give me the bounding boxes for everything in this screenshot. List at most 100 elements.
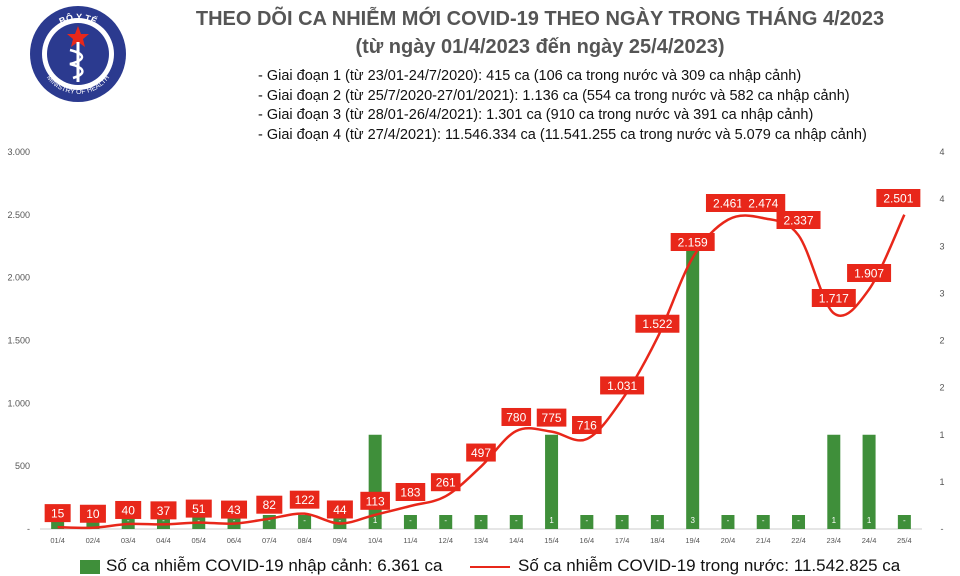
line-data-label: 40 <box>122 503 136 517</box>
x-axis-tick-label: 22/4 <box>791 536 806 545</box>
bar-data-label: - <box>197 516 200 525</box>
left-axis-tick-label: 3.000 <box>7 147 30 157</box>
line-data-label: 44 <box>333 503 347 517</box>
legend-bars-label: Số ca nhiễm COVID-19 nhập cảnh: 6.361 ca <box>106 556 443 575</box>
line-data-label: 775 <box>542 411 562 425</box>
line-data-label: 2.159 <box>678 236 708 250</box>
line-data-label-bg <box>466 443 496 462</box>
left-axis-tick-label: - <box>27 524 30 534</box>
left-axis-tick-label: 500 <box>15 461 30 471</box>
line-data-label-bg <box>256 495 283 514</box>
x-axis-tick-label: 18/4 <box>650 536 665 545</box>
line-data-label-bg <box>705 194 750 212</box>
left-axis-tick-label: 1.500 <box>7 336 30 346</box>
legend-line-swatch <box>470 565 510 568</box>
line-data-label-bg <box>670 233 715 251</box>
x-axis-tick-label: 10/4 <box>368 536 383 545</box>
line-data-label: 2.501 <box>883 192 913 206</box>
bar-data-label: - <box>797 516 800 525</box>
right-axis-tick-label: 1 <box>939 430 944 440</box>
legend-line: Số ca nhiễm COVID-19 trong nước: 11.542.… <box>470 556 900 576</box>
bar-data-label: - <box>127 516 130 525</box>
legend-bar-swatch <box>80 559 100 574</box>
left-axis-tick-label: 2.500 <box>7 210 30 220</box>
line-data-label-bg <box>289 490 320 509</box>
bar-data-label: - <box>444 516 447 525</box>
line-data-label: 37 <box>157 504 171 518</box>
x-axis-tick-label: 09/4 <box>333 536 348 545</box>
line-data-label: 15 <box>51 507 65 521</box>
bar-data-label: - <box>586 516 589 525</box>
x-axis-tick-label: 24/4 <box>862 536 877 545</box>
line-data-label: 1.522 <box>642 317 672 331</box>
line-data-label: 113 <box>366 494 385 508</box>
bar-data-label: 1 <box>867 516 872 525</box>
line-data-label: 82 <box>263 498 277 512</box>
x-axis-tick-label: 03/4 <box>121 536 136 545</box>
x-axis-tick-label: 16/4 <box>580 536 595 545</box>
bar-data-label: 1 <box>549 516 554 525</box>
line-data-label-bg <box>360 491 390 510</box>
line-data-label: 780 <box>506 410 526 424</box>
right-axis-tick-label: 3 <box>939 288 944 298</box>
line-data-label: 261 <box>436 476 456 490</box>
bar-data-label: - <box>339 516 342 525</box>
legend-bars: Số ca nhiễm COVID-19 nhập cảnh: 6.361 ca <box>80 556 442 576</box>
bar-data-label: - <box>515 516 518 525</box>
bar-data-label: - <box>656 516 659 525</box>
x-axis-tick-label: 21/4 <box>756 536 771 545</box>
bar <box>580 515 594 529</box>
line-data-label: 1.717 <box>819 292 849 306</box>
bar <box>439 515 453 529</box>
bar <box>509 515 523 529</box>
period-summary: - Giai đoạn 1 (từ 23/01-24/7/2020): 415 … <box>258 67 867 145</box>
x-axis-tick-label: 04/4 <box>156 536 171 545</box>
bar-data-label: - <box>903 516 906 525</box>
line-data-label-bg <box>395 483 426 502</box>
line-data-label-bg <box>79 504 106 523</box>
line-data-label: 43 <box>227 503 241 517</box>
period-2: - Giai đoạn 2 (từ 25/7/2020-27/01/2021):… <box>258 87 850 104</box>
bar <box>545 434 559 529</box>
right-axis-tick-label: 4 <box>939 194 944 204</box>
bar <box>686 246 700 529</box>
x-axis-tick-label: 19/4 <box>685 536 700 545</box>
series-line <box>57 214 906 530</box>
x-axis-tick-label: 15/4 <box>544 536 559 545</box>
line-data-label: 2.474 <box>748 197 778 211</box>
x-axis-tick-label: 17/4 <box>615 536 630 545</box>
chart-subtitle: (từ ngày 01/4/2023 đến ngày 25/4/2023) <box>355 36 725 58</box>
x-axis-tick-label: 08/4 <box>297 536 312 545</box>
line-data-label: 122 <box>295 493 315 507</box>
bar <box>615 515 629 529</box>
line-data-label: 2.337 <box>784 214 814 228</box>
line-data-label: 51 <box>192 502 206 516</box>
right-axis-tick-label: 3 <box>939 241 944 251</box>
period-4: - Giai đoạn 4 (từ 27/4/2021): 11.546.334… <box>258 126 867 143</box>
line-data-label: 2.461 <box>713 197 743 211</box>
left-axis-tick-label: 2.000 <box>7 273 30 283</box>
bar <box>792 515 806 529</box>
line-data-label-bg <box>876 189 921 207</box>
bar <box>474 515 488 529</box>
period-1: - Giai đoạn 1 (từ 23/01-24/7/2020): 415 … <box>258 68 802 84</box>
x-axis-tick-label: 25/4 <box>897 536 912 545</box>
logo-top-text: BỘ Y TẾ <box>58 11 99 26</box>
bar <box>827 434 841 529</box>
bar-data-label: - <box>480 516 483 525</box>
line-data-label: 1.907 <box>854 267 884 281</box>
line-data-label: 716 <box>577 419 597 433</box>
left-axis-tick-label: 1.000 <box>7 398 30 408</box>
line-data-label-bg <box>221 500 248 519</box>
bar-data-label: - <box>303 516 306 525</box>
bar <box>897 515 911 529</box>
bar-data-label: - <box>162 516 165 525</box>
bar-data-label: - <box>409 516 412 525</box>
line-data-label: 1.031 <box>607 379 637 393</box>
line-data-label-bg <box>430 473 461 492</box>
bar <box>333 515 347 529</box>
line-data-label-bg <box>44 504 71 523</box>
x-axis-tick-label: 23/4 <box>826 536 841 545</box>
bar <box>862 434 876 529</box>
